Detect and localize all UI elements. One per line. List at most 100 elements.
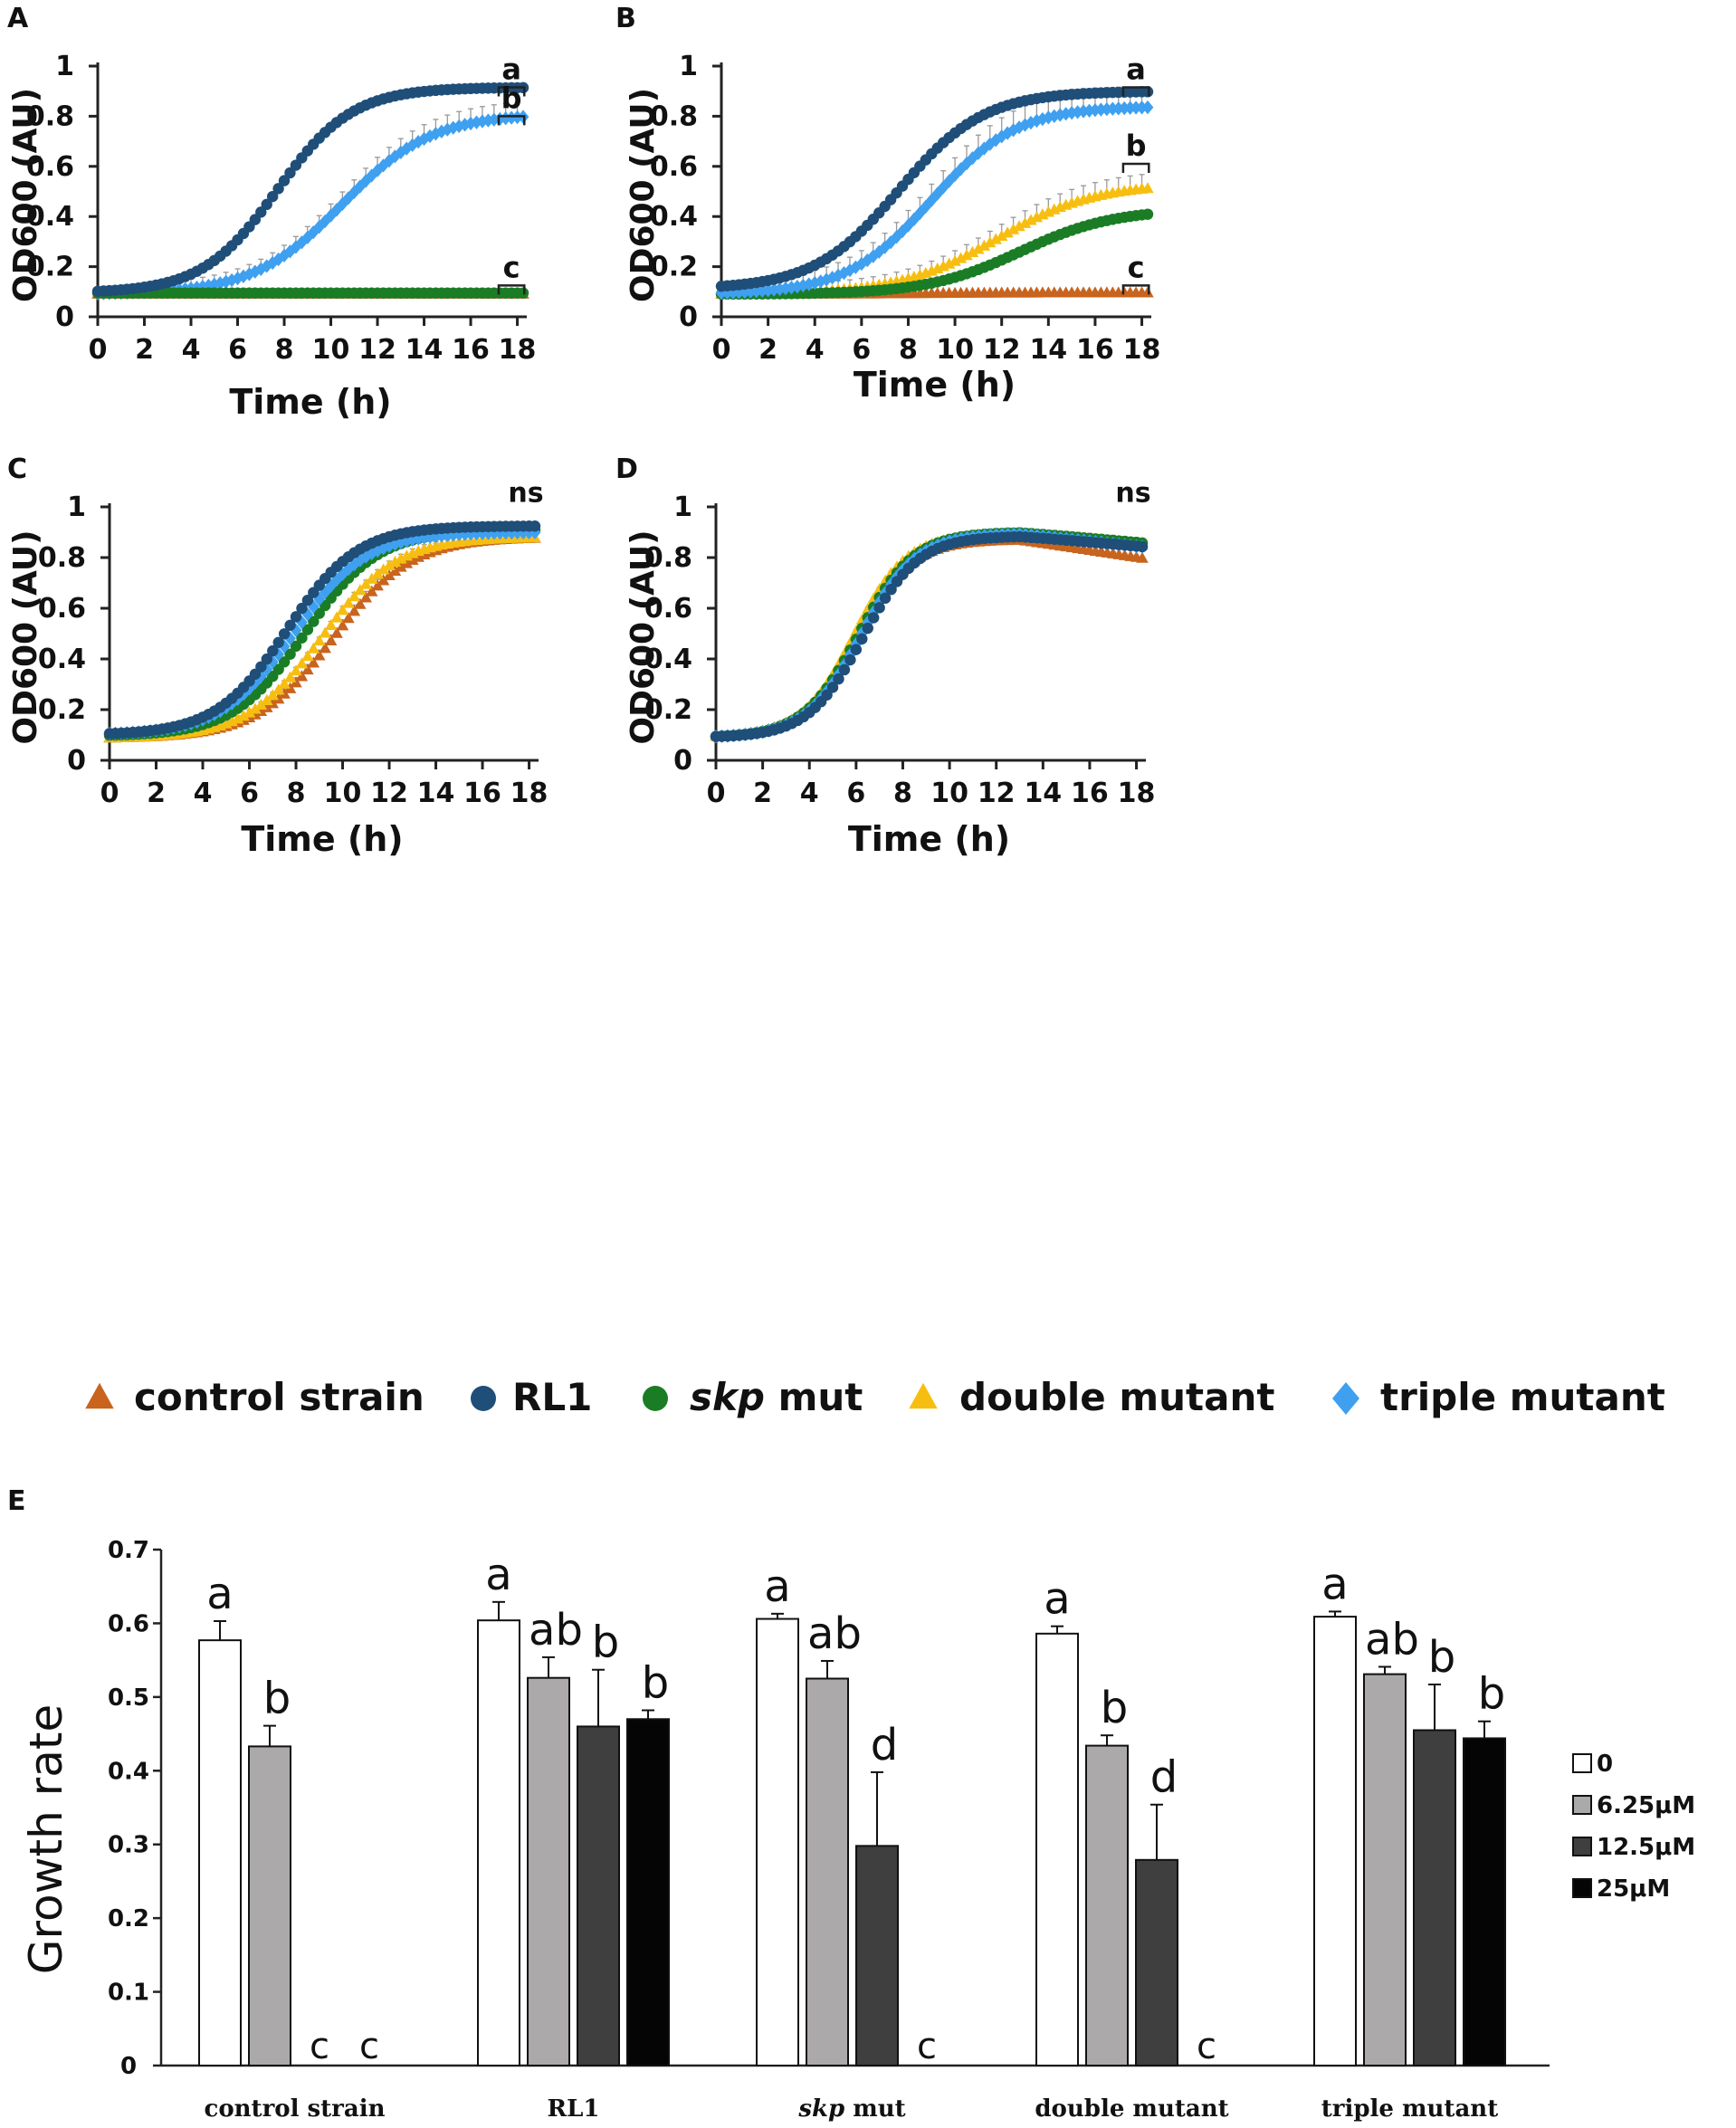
- data-point: [383, 539, 396, 553]
- y-tick-label: 0.8: [650, 100, 698, 132]
- legend-marker: [643, 1386, 668, 1411]
- data-point: [1141, 86, 1154, 98]
- y-tick-label: 0: [55, 301, 74, 333]
- data-point: [267, 644, 279, 657]
- data-point: [237, 269, 250, 284]
- data-point: [261, 198, 272, 211]
- data-point: [949, 254, 961, 266]
- y-tick-label: 0.4: [26, 201, 74, 233]
- data-point: [266, 697, 279, 709]
- data-point: [290, 664, 302, 676]
- series-double: [710, 528, 1149, 741]
- data-point: [272, 183, 284, 195]
- y-tick-label: 0.5: [108, 1684, 149, 1712]
- x-tick-label: 18: [499, 334, 537, 366]
- significance-bracket: [1121, 284, 1150, 295]
- data-point: [254, 669, 267, 683]
- category-label: skp mut: [797, 2095, 905, 2123]
- y-tick-label: 0.2: [108, 1905, 149, 1932]
- data-point: [278, 628, 291, 640]
- data-point: [330, 611, 343, 623]
- y-tick-label: 1: [55, 51, 74, 82]
- data-point: [996, 129, 1008, 144]
- bar-legend-item: 12.5μM: [1572, 1834, 1695, 1861]
- data-point: [377, 563, 390, 575]
- data-point: [1077, 104, 1090, 119]
- data-point: [984, 236, 997, 248]
- legend-label: 25μM: [1597, 1875, 1670, 1903]
- data-point: [523, 525, 535, 540]
- data-point: [255, 206, 267, 218]
- x-axis-title: Time (h): [241, 819, 403, 859]
- legend-swatch: [1572, 1795, 1592, 1815]
- series-triple: [710, 527, 1149, 744]
- data-point: [1001, 126, 1014, 140]
- data-point: [383, 558, 396, 571]
- y-tick-label: 0.4: [650, 201, 698, 233]
- data-point: [1089, 102, 1102, 118]
- bar-letter: ab: [529, 1605, 583, 1656]
- data-point: [266, 190, 279, 203]
- y-tick-label: 0: [120, 2053, 137, 2080]
- bar-letter: a: [764, 1561, 790, 1612]
- bar-group: aab d c skp mut: [756, 1561, 937, 2123]
- y-tick-label: 0.6: [650, 151, 698, 183]
- x-tick-label: 8: [287, 778, 306, 809]
- legend-label: double mutant: [959, 1375, 1274, 1419]
- data-point: [885, 583, 897, 596]
- x-tick-label: 10: [312, 334, 350, 366]
- data-point: [237, 710, 250, 721]
- data-point: [1101, 101, 1113, 117]
- data-point: [1141, 286, 1154, 298]
- data-point: [290, 240, 302, 254]
- data-point: [313, 649, 326, 661]
- data-point: [295, 657, 309, 669]
- bar: [1413, 1729, 1456, 2066]
- series-rl1: [715, 86, 1154, 292]
- bar-letter: c: [917, 2026, 937, 2067]
- bar: [806, 1677, 849, 2066]
- bar-letter: d: [871, 1720, 898, 1770]
- legend-item-double: double mutant: [909, 1375, 1274, 1419]
- y-tick-label: 0.6: [26, 151, 74, 183]
- data-point: [838, 663, 851, 676]
- significance-label: c: [503, 250, 520, 284]
- bar-legend-item: 6.25μM: [1572, 1792, 1695, 1819]
- data-point: [283, 682, 297, 693]
- legend-swatch: [1572, 1837, 1592, 1856]
- y-tick-label: 0.8: [38, 542, 86, 574]
- bar-letter: b: [1478, 1669, 1505, 1720]
- data-point: [879, 592, 892, 605]
- data-point: [821, 689, 833, 701]
- legend-swatch: [1572, 1878, 1592, 1898]
- bar: [626, 1718, 670, 2067]
- x-tick-label: 16: [1076, 334, 1114, 366]
- y-tick-label: 0.4: [38, 644, 86, 675]
- data-point: [803, 277, 816, 291]
- data-point: [1042, 110, 1054, 125]
- x-tick-label: 14: [405, 334, 444, 366]
- y-tick-label: 0.1: [108, 1980, 149, 2007]
- data-point: [261, 693, 273, 705]
- series-double: [103, 531, 541, 743]
- x-tick-label: 12: [370, 778, 408, 809]
- x-tick-label: 16: [463, 778, 501, 809]
- data-point: [261, 662, 273, 677]
- data-point: [324, 618, 338, 630]
- data-point: [319, 214, 331, 229]
- x-tick-label: 18: [1123, 334, 1161, 366]
- data-point: [301, 594, 314, 606]
- data-point: [371, 568, 384, 579]
- panel-letter: D: [615, 453, 638, 485]
- significance-bracket: [497, 86, 526, 97]
- data-point: [978, 239, 991, 251]
- data-point: [284, 619, 296, 631]
- data-point: [1136, 100, 1148, 115]
- x-tick-label: 16: [452, 334, 490, 366]
- bar-letter: a: [206, 1569, 233, 1619]
- y-tick-label: 0.6: [108, 1610, 149, 1637]
- bar-letter: ab: [807, 1608, 862, 1659]
- x-tick-label: 4: [800, 778, 819, 809]
